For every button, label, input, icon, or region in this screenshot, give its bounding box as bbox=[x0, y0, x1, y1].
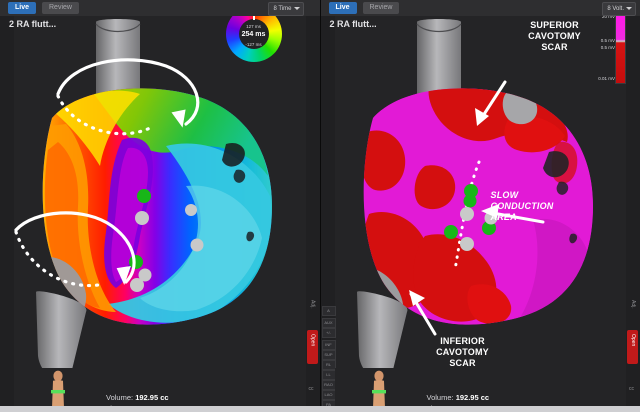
right-rail-voltage[interactable]: Adj. Open cc bbox=[626, 0, 640, 412]
activation-topbar: Live Review 8 Time bbox=[0, 0, 320, 16]
rail-item-plusminus[interactable]: +/- bbox=[321, 328, 336, 338]
window-bottom-strip bbox=[0, 406, 640, 412]
arrow-head-slow bbox=[480, 204, 499, 218]
rail-item-ll[interactable]: LL bbox=[321, 370, 336, 380]
status-volume-activation: Volume: 192.95 cc bbox=[106, 393, 169, 402]
rail-unit-label-voltage: cc bbox=[629, 386, 634, 392]
rail-record-button-voltage[interactable]: Open bbox=[627, 330, 638, 364]
annotation-slow-conduction-area: SLOW CONDUCTION AREA bbox=[490, 190, 554, 222]
status-bar-activation: Volume: 192.95 cc Time: 24:57 Beats: 201… bbox=[14, 368, 306, 412]
lat-center-value: 254 ms bbox=[241, 31, 266, 38]
status-volume-value-activation: 192.95 cc bbox=[135, 393, 169, 402]
annotation-superior-cavotomy-scar: SUPERIOR CAVOTOMY SCAR bbox=[528, 20, 581, 52]
activation-map-mesh[interactable] bbox=[0, 0, 320, 412]
rail-item-sup[interactable]: SUP bbox=[321, 350, 336, 360]
rail-item-rao[interactable]: RAO bbox=[321, 380, 336, 390]
map-mode-selector-voltage[interactable]: 8 Volt. bbox=[602, 2, 636, 16]
lat-lower-value: -127 ms bbox=[245, 42, 262, 47]
rotation-dotted-inferior bbox=[14, 230, 106, 288]
map-mode-selector-activation[interactable]: 8 Time bbox=[268, 2, 304, 16]
patient-orientation-icon bbox=[371, 370, 386, 408]
map-mode-label-voltage: 8 Volt. bbox=[607, 6, 624, 12]
rotation-dotted-superior bbox=[56, 94, 152, 136]
lesion-tags-activation bbox=[129, 189, 204, 292]
voltage-max-label: 20 mV bbox=[601, 14, 615, 19]
arrow-head-inferior bbox=[408, 290, 425, 306]
lesion-tags-voltage bbox=[443, 184, 497, 251]
patient-orientation-icon bbox=[51, 370, 65, 408]
lat-upper-value: 127 ms bbox=[246, 24, 261, 29]
map-title-activation: 2 RA flutt... bbox=[9, 19, 57, 29]
left-rail-voltage[interactable]: A AUX +/- INF SUP RL LL RAO LAO PA bbox=[320, 0, 336, 412]
map-mode-label-activation: 8 Time bbox=[273, 6, 292, 12]
tab-review-activation[interactable]: Review bbox=[42, 2, 79, 14]
arrow-head-superior bbox=[474, 108, 489, 126]
tab-live-activation[interactable]: Live bbox=[8, 2, 37, 14]
map-title-voltage: 2 RA flutt... bbox=[329, 19, 377, 29]
rail-adj-label-voltage[interactable]: Adj. bbox=[630, 300, 636, 309]
status-volume-value-voltage: 192.95 cc bbox=[455, 393, 490, 402]
lat-wheel-hole bbox=[238, 19, 269, 49]
voltage-topbar: Live Review 8 Volt. bbox=[320, 0, 640, 16]
rail-record-label-voltage: Open bbox=[630, 334, 636, 347]
voltage-scale-bar[interactable] bbox=[615, 14, 626, 84]
voltage-lower-threshold-label: 0.5 mV bbox=[600, 45, 615, 50]
rail-record-label-activation: Open bbox=[309, 334, 316, 347]
rail-item-inf[interactable]: INF bbox=[321, 340, 336, 350]
rail-record-button-activation[interactable]: Open bbox=[306, 330, 318, 364]
rotation-arrow-superior bbox=[56, 58, 200, 126]
chevron-down-icon bbox=[293, 7, 300, 10]
tab-review-voltage[interactable]: Review bbox=[362, 2, 400, 14]
rail-item-lao[interactable]: LAO bbox=[321, 390, 336, 400]
rail-unit-label-activation: cc bbox=[308, 386, 314, 392]
panel-voltage-map: Live Review 8 Volt. 2 RA flutt... 20 mV … bbox=[320, 0, 640, 412]
rail-item-aux[interactable]: AUX bbox=[321, 318, 336, 328]
left-rail-activation[interactable] bbox=[0, 0, 14, 412]
status-volume-voltage: Volume: 192.95 cc bbox=[426, 393, 490, 402]
annotation-inferior-cavotomy-scar: INFERIOR CAVOTOMY SCAR bbox=[436, 336, 489, 368]
rail-adj-label-activation[interactable]: Adj. bbox=[309, 300, 316, 309]
rail-item-a[interactable]: A bbox=[321, 306, 336, 316]
right-rail-activation[interactable]: Adj. Open cc bbox=[305, 0, 320, 412]
voltage-upper-threshold-label: 0.5 mV bbox=[600, 38, 615, 43]
voltage-map-mesh[interactable] bbox=[321, 0, 640, 412]
rail-item-rl[interactable]: RL bbox=[321, 360, 336, 370]
tab-live-voltage[interactable]: Live bbox=[328, 2, 357, 14]
panel-activation-map: Live Review 8 Time 2 RA flutt... 127 ms … bbox=[0, 0, 321, 412]
voltage-min-label: 0.01 mV bbox=[598, 76, 615, 81]
rotation-arrow-inferior bbox=[14, 211, 136, 284]
chevron-down-icon bbox=[626, 7, 632, 10]
